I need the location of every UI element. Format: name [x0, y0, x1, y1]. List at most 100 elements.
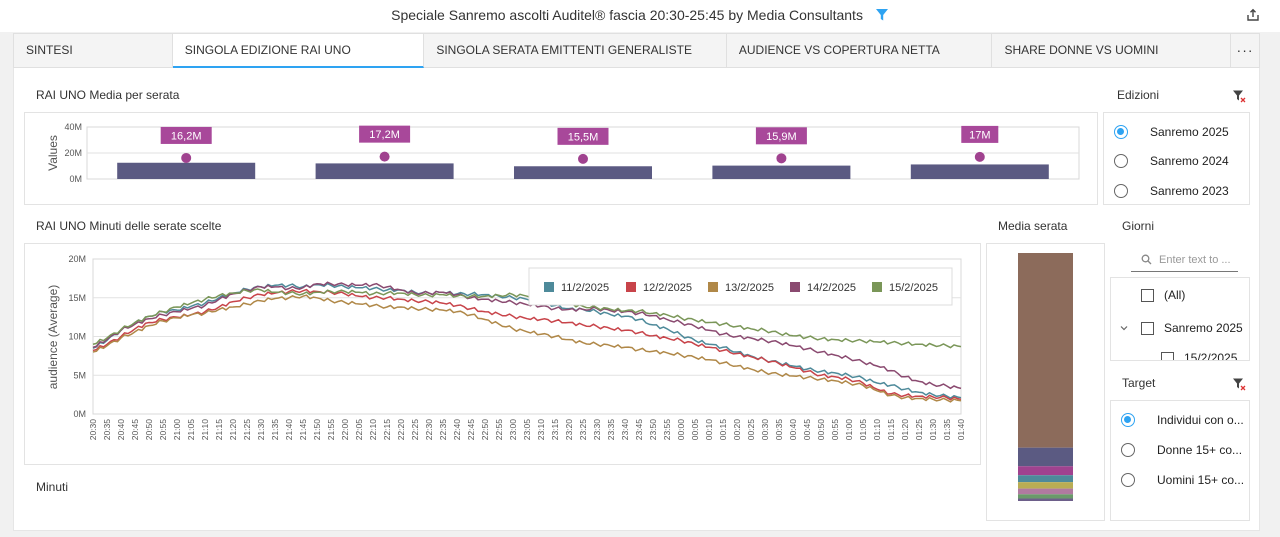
minuti-label: Minuti	[36, 480, 69, 494]
x-tick-label: 20:55	[158, 419, 168, 441]
x-tick-label: 23:30	[592, 419, 602, 441]
search-icon	[1141, 254, 1152, 265]
x-tick-label: 20:35	[102, 419, 112, 441]
radio-selected[interactable]	[1114, 125, 1128, 139]
x-tick-label: 00:55	[830, 419, 840, 441]
giorni-item-label: (All)	[1164, 288, 1186, 302]
x-tick-label: 23:20	[564, 419, 574, 441]
giorni-item-all[interactable]: (All)	[1141, 285, 1185, 305]
target-label: Uomini 15+ co...	[1157, 473, 1245, 487]
radio-unselected[interactable]	[1114, 154, 1128, 168]
stack-segment	[1018, 475, 1073, 483]
x-tick-label: 21:55	[326, 419, 336, 441]
x-tick-label: 23:40	[620, 419, 630, 441]
tab-sintesi[interactable]: SINTESI	[14, 34, 173, 68]
checkbox[interactable]	[1141, 321, 1154, 335]
checkbox[interactable]	[1161, 351, 1174, 360]
target-label: Individui con o...	[1157, 413, 1244, 427]
x-tick-label: 23:05	[522, 419, 532, 441]
clear-filter-icon[interactable]	[1232, 377, 1246, 391]
filter-icon[interactable]	[875, 8, 889, 22]
tab-singola-edizione-rai-uno[interactable]: SINGOLA EDIZIONE RAI UNO	[172, 34, 425, 68]
giorni-item-date[interactable]: 15/2/2025	[1161, 348, 1237, 360]
bar-chart-title: RAI UNO Media per serata	[36, 88, 180, 102]
media-serata-panel	[986, 243, 1105, 521]
tab-singola-serata-emittenti[interactable]: SINGOLA SERATA EMITTENTI GENERALISTE	[424, 34, 727, 68]
x-tick-label: 20:30	[88, 419, 98, 441]
dashboard-title-text: Speciale Sanremo ascolti Auditel® fascia…	[391, 7, 863, 23]
y-tick-label: 40M	[64, 122, 82, 132]
edizione-option-2024[interactable]: Sanremo 2024	[1114, 151, 1229, 171]
search-placeholder: Enter text to ...	[1159, 253, 1231, 266]
y-axis-label: Values	[46, 135, 60, 171]
x-tick-label: 00:15	[718, 419, 728, 441]
edizioni-filter: Sanremo 2025 Sanremo 2024 Sanremo 2023	[1103, 112, 1250, 205]
x-tick-label: 21:25	[242, 419, 252, 441]
x-tick-label: 21:40	[284, 419, 294, 441]
giorni-item-label: Sanremo 2025	[1164, 321, 1243, 335]
data-label-bg	[160, 126, 212, 144]
legend-swatch	[544, 282, 554, 292]
x-tick-label: 01:35	[942, 419, 952, 441]
chevron-down-icon[interactable]	[1119, 323, 1129, 333]
giorni-search-input[interactable]: Enter text to ...	[1131, 248, 1238, 272]
bar	[514, 166, 652, 179]
x-tick-label: 00:40	[788, 419, 798, 441]
giorni-item-sanremo-2025[interactable]: Sanremo 2025	[1119, 318, 1243, 338]
x-tick-label: 22:00	[340, 419, 350, 441]
media-serata-chart	[1018, 253, 1073, 501]
radio-unselected[interactable]	[1114, 184, 1128, 198]
max-marker	[776, 153, 787, 164]
tab-audience-vs-copertura[interactable]: AUDIENCE VS COPERTURA NETTA	[727, 34, 993, 68]
stack-segment	[1018, 498, 1073, 501]
radio-unselected[interactable]	[1121, 473, 1135, 487]
data-label: 17M	[969, 129, 990, 141]
line-chart: 0M 5M 10M 15M 20M audience (Average) 20:30 20:3…	[46, 254, 966, 441]
series-line	[92, 294, 962, 403]
edizione-option-2025[interactable]: Sanremo 2025	[1114, 122, 1229, 142]
x-tick-label: 01:20	[900, 419, 910, 441]
y-tick-label: 15M	[68, 293, 86, 303]
x-tick-label: 00:50	[816, 419, 826, 441]
giorni-title: Giorni	[1122, 219, 1155, 233]
radio-selected[interactable]	[1121, 413, 1135, 427]
stack-segment	[1018, 488, 1073, 495]
x-tick-label: 21:45	[298, 419, 308, 441]
x-tick-label: 23:55	[662, 419, 672, 441]
x-tick-label: 00:25	[746, 419, 756, 441]
edizione-option-2023[interactable]: Sanremo 2023	[1114, 181, 1229, 201]
series-line	[92, 288, 962, 349]
data-label: 15,9M	[766, 131, 797, 143]
x-tick-label: 00:00	[676, 419, 686, 441]
checkbox[interactable]	[1141, 288, 1154, 302]
edizione-label: Sanremo 2023	[1150, 184, 1229, 198]
x-tick-label: 22:35	[438, 419, 448, 441]
target-option-uomini[interactable]: Uomini 15+ co...	[1121, 470, 1244, 490]
target-option-individui[interactable]: Individui con o...	[1121, 410, 1244, 430]
more-tabs-button[interactable]: ···	[1236, 42, 1254, 58]
share-icon[interactable]	[1246, 8, 1260, 22]
edizioni-title: Edizioni	[1117, 88, 1160, 102]
max-marker	[974, 151, 985, 162]
target-label: Donne 15+ co...	[1157, 443, 1243, 457]
giorni-list: (All) Sanremo 2025 15/2/2025	[1110, 277, 1250, 361]
legend-swatch	[790, 282, 800, 292]
bar	[712, 165, 851, 179]
bar	[117, 162, 256, 179]
stack-segment	[1018, 447, 1073, 467]
clear-filter-icon[interactable]	[1232, 89, 1246, 103]
x-tick-label: 00:30	[760, 419, 770, 441]
target-option-donne[interactable]: Donne 15+ co...	[1121, 440, 1242, 460]
x-tick-label: 00:45	[802, 419, 812, 441]
x-tick-label: 23:10	[536, 419, 546, 441]
x-tick-label: 22:50	[480, 419, 490, 441]
x-tick-label: 00:35	[774, 419, 784, 441]
data-label: 17,2M	[369, 129, 400, 141]
data-label-bg	[557, 127, 609, 145]
radio-unselected[interactable]	[1121, 443, 1135, 457]
x-tick-label: 23:50	[648, 419, 658, 441]
x-tick-label: 00:20	[732, 419, 742, 441]
vertical-scrollbar[interactable]	[1266, 33, 1280, 531]
legend-label: 12/2/2025	[643, 282, 692, 294]
tab-share-donne-vs-uomini[interactable]: SHARE DONNE VS UOMINI	[992, 34, 1232, 68]
